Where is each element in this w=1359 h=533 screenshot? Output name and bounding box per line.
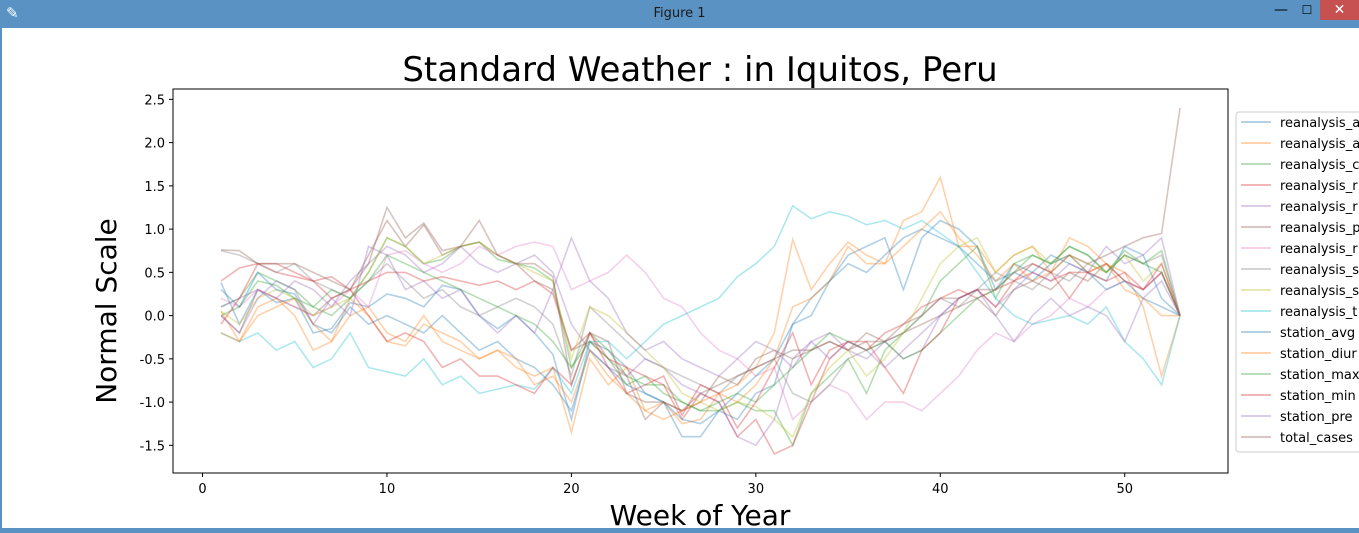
legend-label-0: reanalysis_a xyxy=(1280,116,1359,131)
legend-box xyxy=(1235,111,1359,453)
window-titlebar[interactable]: ✎ Figure 1 — ☐ ✕ xyxy=(0,0,1359,28)
x-tick-label-1: 10 xyxy=(379,482,396,497)
y-tick-label-8: 2.5 xyxy=(144,93,165,108)
x-tick-label-2: 20 xyxy=(563,482,580,497)
y-tick-label-5: 1.0 xyxy=(144,223,165,238)
legend-label-8: reanalysis_s xyxy=(1280,284,1359,299)
series-line-8 xyxy=(220,236,1181,439)
series-line-9 xyxy=(220,204,1181,396)
legend-label-14: station_pre xyxy=(1280,410,1353,425)
maximize-button[interactable]: ☐ xyxy=(1301,3,1313,17)
x-tick-label-0: 0 xyxy=(198,482,206,497)
legend-label-5: reanalysis_p xyxy=(1280,221,1359,236)
series-line-4 xyxy=(220,236,1181,447)
chart-title: Standard Weather : in Iquitos, Peru xyxy=(402,50,997,90)
close-button[interactable]: ✕ xyxy=(1320,0,1359,20)
y-tick-label-1: -1.0 xyxy=(140,396,165,411)
y-tick-label-2: -0.5 xyxy=(140,353,165,368)
legend-label-7: reanalysis_s xyxy=(1280,263,1359,278)
series-line-11 xyxy=(220,210,1180,421)
legend-label-15: total_cases xyxy=(1280,431,1353,446)
series-line-0 xyxy=(220,219,1181,438)
window-frame-left xyxy=(0,28,2,533)
legend-label-11: station_diur xyxy=(1280,347,1357,362)
y-tick-label-0: -1.5 xyxy=(140,439,165,454)
legend-label-2: reanalysis_c xyxy=(1280,158,1359,173)
y-tick-label-6: 1.5 xyxy=(144,180,165,195)
legend: reanalysis_a reanalysis_a reanalysis_crean… xyxy=(1235,111,1359,453)
legend-label-3: reanalysis_r xyxy=(1280,179,1358,194)
series-layer xyxy=(220,107,1181,456)
x-tick-label-5: 50 xyxy=(1116,482,1133,497)
legend-label-4: reanalysis_r xyxy=(1280,200,1358,215)
legend-label-10: station_avg xyxy=(1280,326,1355,341)
legend-label-1: reanalysis_a xyxy=(1280,137,1359,152)
series-line-15 xyxy=(220,107,1181,412)
series-line-10 xyxy=(220,228,1181,425)
x-axis-label: Week of Year xyxy=(610,499,791,528)
y-tick-label-3: 0.0 xyxy=(144,310,165,325)
legend-label-6: reanalysis_r xyxy=(1280,242,1358,257)
minimize-button[interactable]: — xyxy=(1274,2,1288,18)
series-line-2 xyxy=(220,236,1181,448)
chart: Standard Weather : in Iquitos, Peru Week… xyxy=(90,50,1359,528)
window-title: Figure 1 xyxy=(653,6,706,21)
x-tick-label-4: 40 xyxy=(932,482,949,497)
y-axis-label: Normal Scale xyxy=(90,218,123,404)
window-frame-bottom xyxy=(0,528,1359,533)
series-line-5 xyxy=(220,218,1181,421)
series-line-13 xyxy=(220,261,1181,430)
series-line-1 xyxy=(220,175,1181,436)
series-line-7 xyxy=(220,249,1181,404)
y-tick-label-4: 0.5 xyxy=(144,266,165,281)
legend-label-13: station_min xyxy=(1280,389,1356,404)
ticks-layer: 0 10 20 30 40 50 -1.5 -1.0 -0.5 0.0 0.5 1.0 1.5 2.0 2.… xyxy=(140,93,1133,497)
legend-label-9: reanalysis_t xyxy=(1280,305,1357,320)
series-line-14 xyxy=(220,235,1181,378)
y-tick-label-7: 2.0 xyxy=(144,137,165,152)
series-line-12 xyxy=(220,245,1181,412)
plot-area-frame xyxy=(172,88,1229,474)
series-line-6 xyxy=(220,241,1181,421)
x-tick-label-3: 30 xyxy=(748,482,765,497)
legend-label-12: station_max xyxy=(1280,368,1359,383)
series-line-3 xyxy=(220,262,1181,456)
feather-icon: ✎ xyxy=(6,4,19,22)
